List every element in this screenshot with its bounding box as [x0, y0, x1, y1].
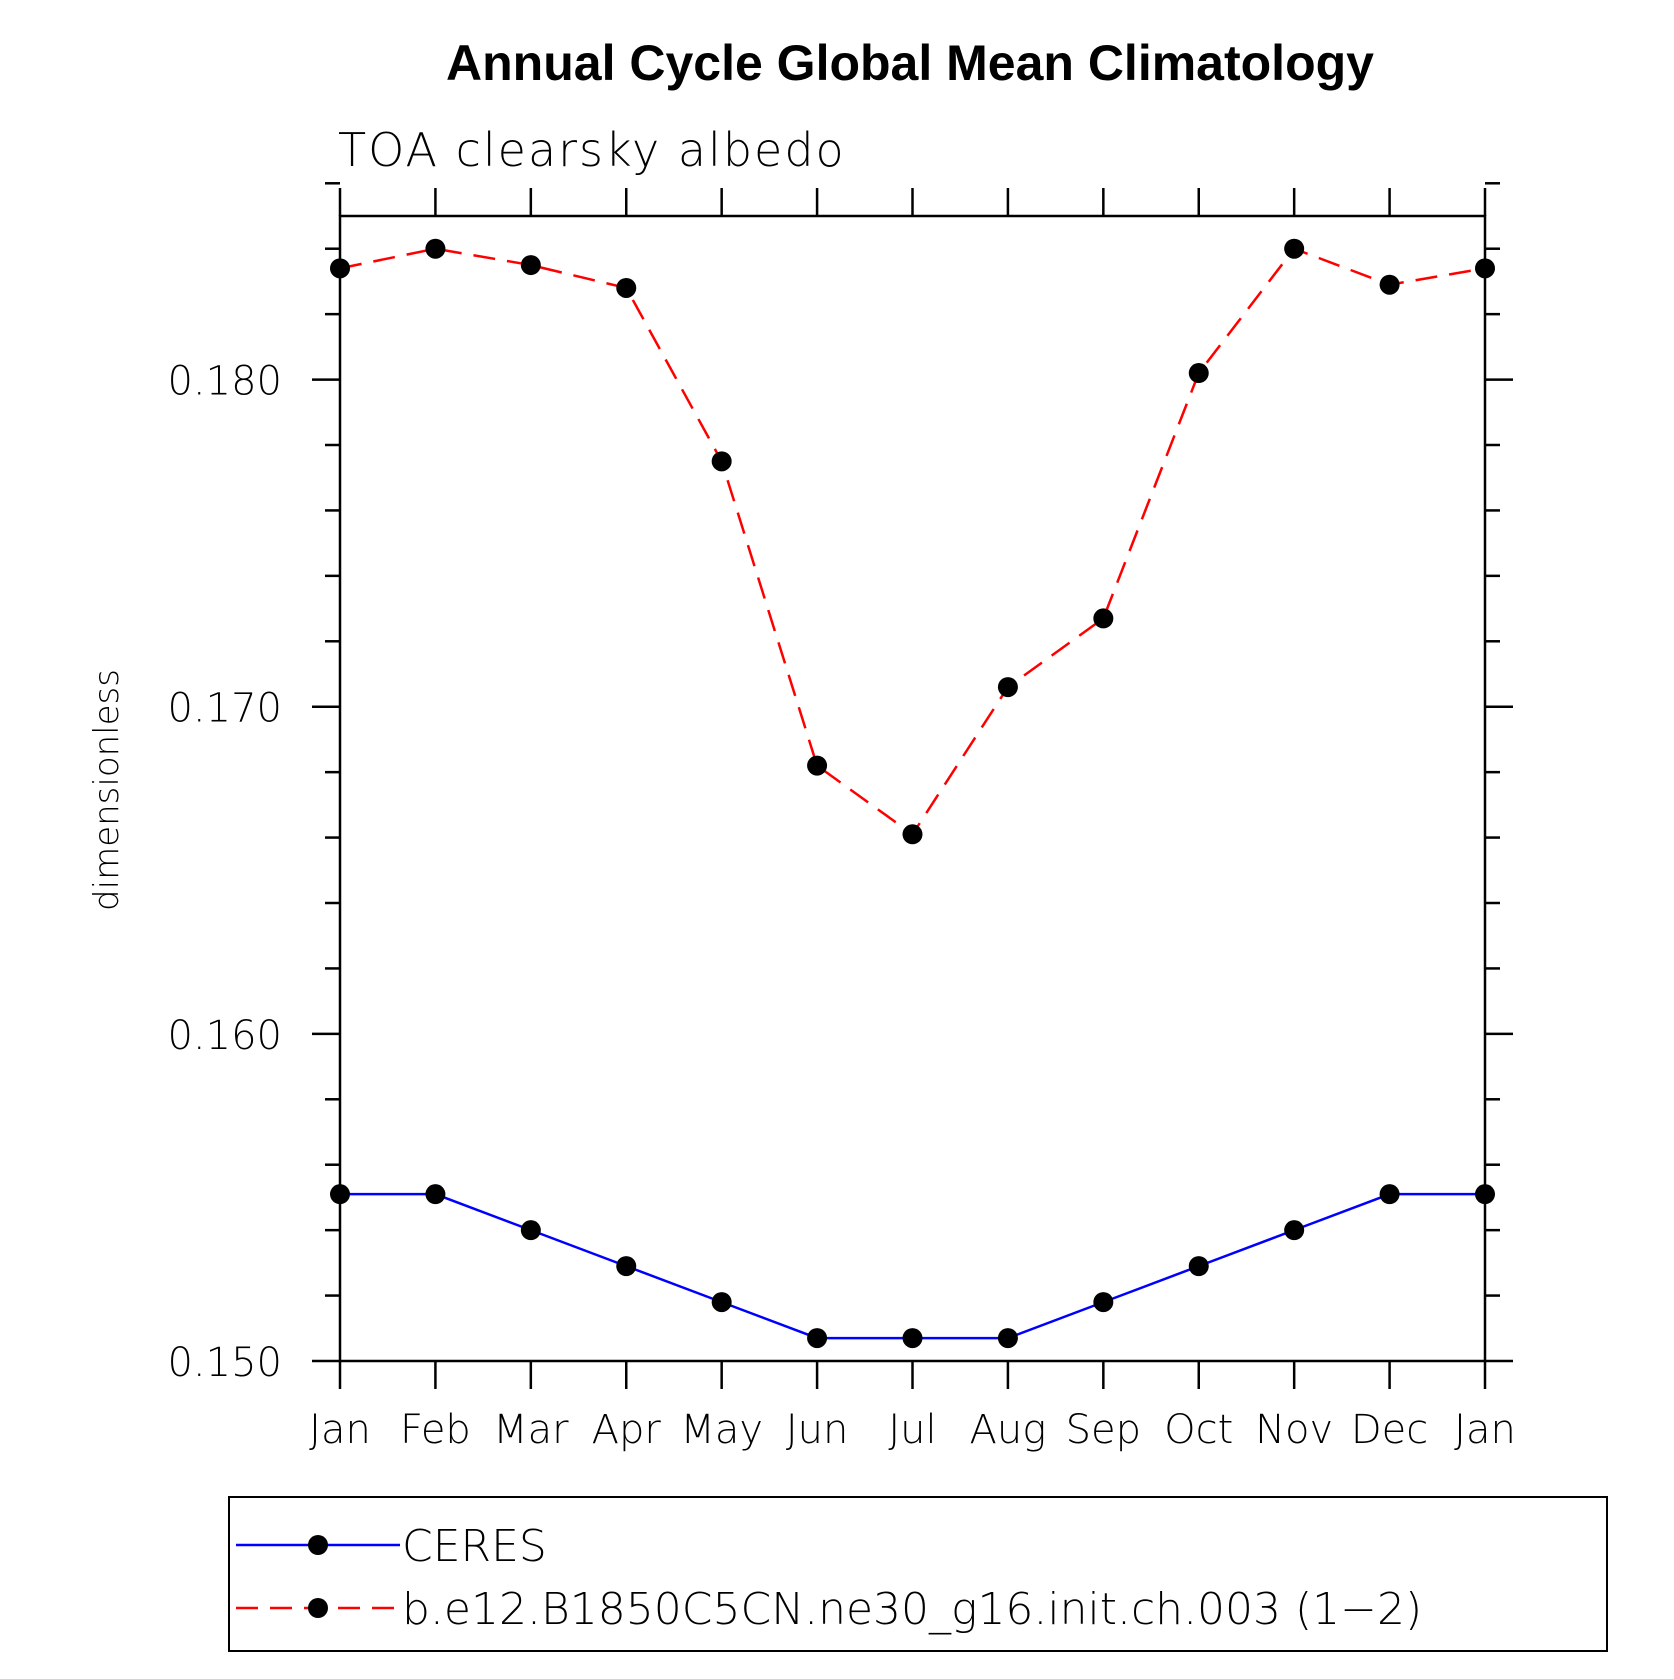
x-tick-label: Dec: [1351, 1407, 1428, 1453]
data-point: [616, 1256, 637, 1277]
legend-box: [228, 1496, 1608, 1652]
data-point: [1284, 238, 1305, 259]
data-point: [520, 1220, 541, 1241]
legend-marker: [308, 1535, 328, 1555]
data-point: [1188, 363, 1209, 384]
y-tick-label: 0.150: [167, 1340, 282, 1386]
x-tick-label: Jun: [786, 1407, 849, 1453]
data-point: [1093, 1292, 1114, 1313]
axis-ticks: Jan Feb Mar Apr May Jun Jul Aug Sep Oct Nov Dec Jan 0…: [167, 182, 1516, 1453]
data-point: [330, 258, 350, 279]
legend-label: CERES: [402, 1521, 547, 1572]
data-point: [902, 824, 923, 845]
y-axis-label: dimensionless: [87, 669, 127, 911]
x-tick-label: Mar: [493, 1407, 569, 1453]
data-point: [997, 1328, 1018, 1349]
data-point: [1188, 1256, 1209, 1277]
legend-label: b.e12.B1850C5CN.ne30_g16.init.ch.003 (1−…: [402, 1584, 1422, 1635]
data-point: [902, 1328, 923, 1349]
data-point: [330, 1184, 350, 1205]
y-tick-label: 0.170: [167, 686, 282, 732]
data-point: [1475, 1184, 1495, 1205]
data-point: [425, 1184, 446, 1205]
legend-marker: [308, 1598, 328, 1618]
series-1: [330, 1184, 1495, 1349]
data-point: [1093, 608, 1114, 629]
x-tick-label: Jan: [1454, 1407, 1516, 1453]
data-point: [425, 238, 446, 259]
x-tick-label: Aug: [970, 1407, 1047, 1453]
x-tick-label: Nov: [1255, 1407, 1333, 1453]
data-point: [807, 755, 828, 776]
data-point: [1379, 1184, 1400, 1205]
plot-frame: [338, 214, 1487, 1363]
data-point: [1284, 1220, 1305, 1241]
x-tick-label: May: [680, 1407, 763, 1453]
y-tick-label: 0.180: [167, 359, 282, 405]
series-line: [340, 1192, 1485, 1340]
data-point: [1475, 258, 1495, 279]
x-tick-label: Apr: [592, 1407, 662, 1453]
chart-title: Annual Cycle Global Mean Climatology: [446, 35, 1374, 91]
data-point: [807, 1328, 828, 1349]
series-line: [339, 247, 1486, 837]
legend: CERES b.e12.B1850C5CN.ne30_g16.init.ch.00…: [228, 1496, 1608, 1652]
data-point: [616, 277, 637, 298]
plot-border: [338, 214, 1487, 1363]
data-point: [711, 451, 732, 472]
data-point: [520, 255, 541, 276]
x-tick-label: Oct: [1164, 1407, 1233, 1453]
data-point: [997, 677, 1018, 698]
series-layer: [330, 238, 1495, 1349]
x-tick-label: Jul: [888, 1407, 936, 1453]
series-2: [330, 238, 1495, 845]
data-point: [1379, 274, 1400, 295]
y-tick-label: 0.160: [167, 1013, 282, 1059]
x-tick-label: Sep: [1066, 1407, 1141, 1453]
x-tick-label: Feb: [400, 1407, 471, 1453]
data-point: [711, 1292, 732, 1313]
x-tick-label: Jan: [309, 1407, 371, 1453]
chart-subtitle: TOA clearsky albedo: [338, 123, 846, 177]
